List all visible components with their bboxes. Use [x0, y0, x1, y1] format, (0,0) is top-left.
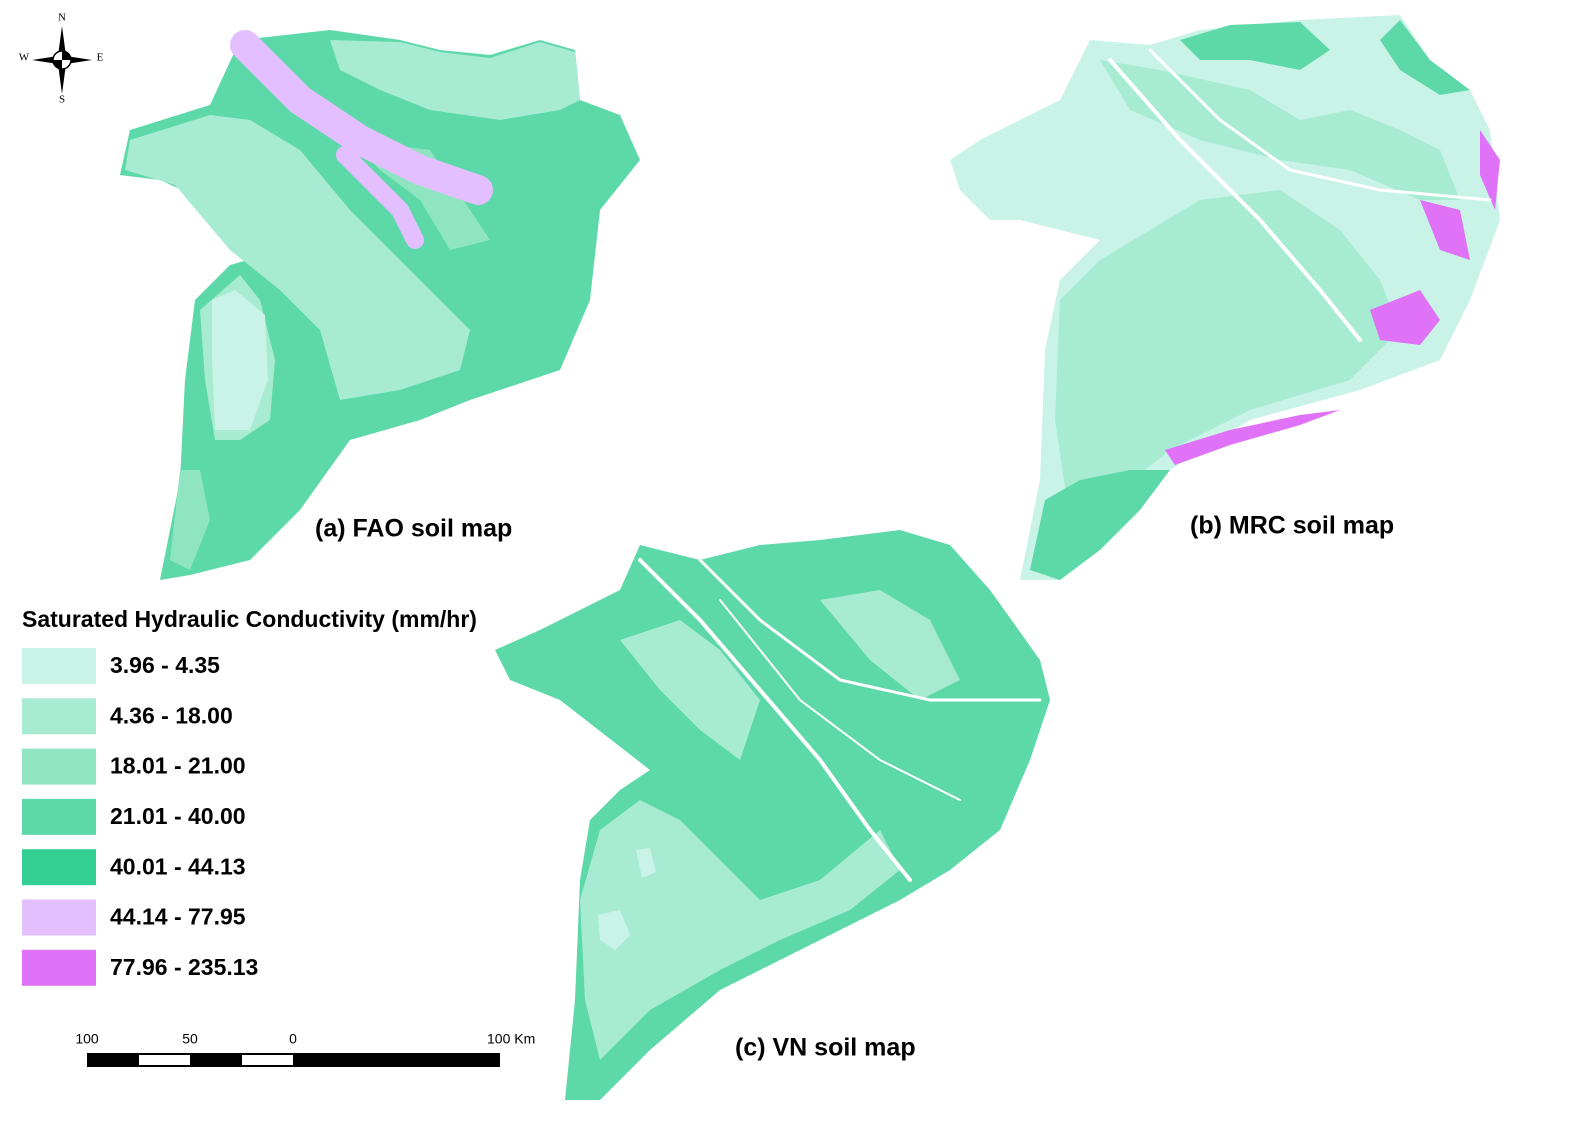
river	[1148, 48, 1492, 202]
legend-swatch	[22, 748, 96, 785]
scale-label: 0	[289, 1031, 297, 1047]
soil-zone	[170, 470, 210, 570]
soil-zone	[1370, 290, 1440, 345]
map-title: (b) MRC soil map	[1190, 512, 1394, 540]
soil-zone	[620, 620, 760, 760]
legend-title: Saturated Hydraulic Conductivity (mm/hr)	[22, 606, 477, 632]
soil-zone	[820, 590, 960, 700]
legend: 3.96 - 4.35 4.36 - 18.00 18.01 - 21.00 21.0…	[22, 648, 258, 986]
legend-label: 3.96 - 4.35	[110, 652, 220, 678]
soil-zone	[1030, 470, 1170, 580]
river	[638, 558, 912, 882]
soil-zone	[1055, 190, 1400, 520]
legend-swatch	[22, 798, 96, 835]
legend-label: 77.96 - 235.13	[110, 954, 258, 980]
soil-band	[336, 146, 424, 249]
scale-label: 100 Km	[487, 1031, 535, 1047]
compass-e: E	[97, 52, 104, 64]
soil-zone	[330, 40, 580, 120]
compass-s: S	[59, 94, 65, 106]
river	[698, 558, 1042, 702]
soil-zone	[1180, 22, 1330, 70]
maps	[120, 15, 1500, 1100]
soil-zone	[1480, 130, 1500, 210]
river	[1108, 58, 1362, 342]
soil-zone	[1420, 200, 1470, 260]
legend-label: 21.01 - 40.00	[110, 803, 246, 829]
compass: N S W E	[19, 12, 104, 106]
soil-zone	[1165, 410, 1340, 465]
soil-zone	[598, 910, 630, 950]
scale-label: 100	[75, 1031, 99, 1047]
legend-swatch	[22, 949, 96, 986]
legend-label: 4.36 - 18.00	[110, 702, 233, 728]
river	[719, 599, 961, 801]
legend-label: 44.14 - 77.95	[110, 904, 246, 930]
soil-band	[230, 30, 493, 205]
soil-zone	[1100, 60, 1460, 200]
soil-zone	[125, 115, 470, 400]
legend-label: 40.01 - 44.13	[110, 853, 246, 879]
legend-swatch	[22, 849, 96, 886]
map-title: (a) FAO soil map	[315, 515, 512, 543]
soil-zone	[580, 800, 900, 1060]
legend-swatch	[22, 698, 96, 735]
soil-zone	[636, 848, 656, 878]
map-title: (c) VN soil map	[735, 1034, 916, 1062]
legend-swatch	[22, 648, 96, 684]
scale-bar: 100 50 0 100 Km	[75, 1031, 535, 1067]
legend-label: 18.01 - 21.00	[110, 753, 246, 779]
soil-zone	[495, 530, 1050, 1100]
legend-swatch	[22, 899, 96, 936]
compass-w: W	[19, 52, 30, 64]
soil-zone	[212, 290, 268, 430]
soil-zone	[1380, 20, 1470, 95]
scale-label: 50	[182, 1031, 198, 1047]
compass-n: N	[58, 12, 66, 24]
